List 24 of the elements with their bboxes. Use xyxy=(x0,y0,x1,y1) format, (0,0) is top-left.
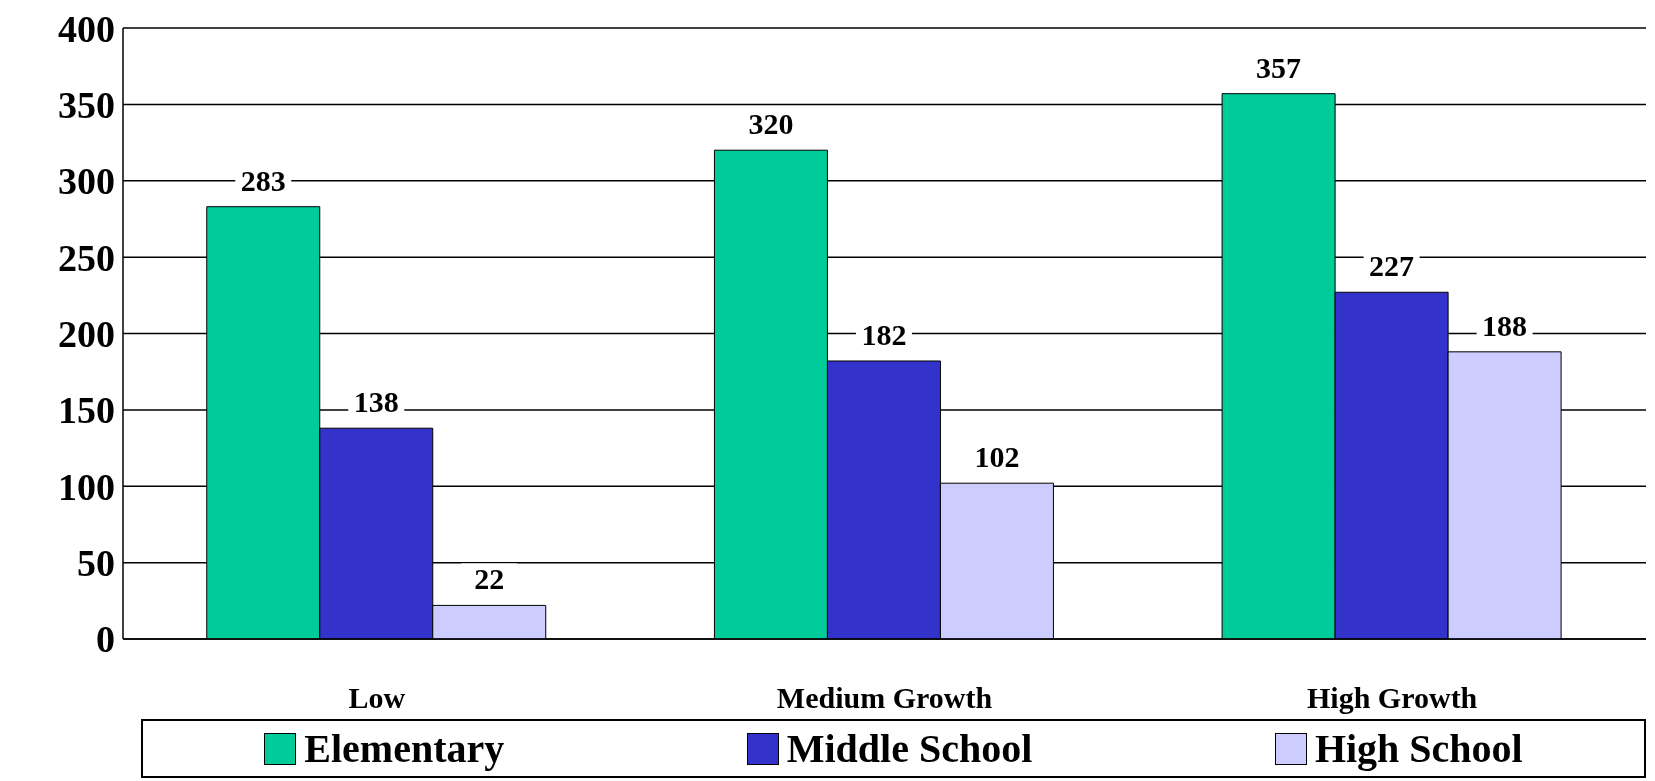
x-tick-label: Low xyxy=(348,681,406,715)
y-tick-label: 350 xyxy=(58,83,115,126)
y-tick-label: 200 xyxy=(58,312,115,355)
data-label: 188 xyxy=(1482,308,1528,342)
legend-label: Middle School xyxy=(786,725,1033,772)
y-tick-label: 50 xyxy=(77,542,115,585)
y-tick-label: 0 xyxy=(96,618,115,661)
data-label: 22 xyxy=(474,562,505,596)
data-label: 283 xyxy=(240,163,286,197)
y-tick-label: 150 xyxy=(58,389,115,432)
data-label: 227 xyxy=(1369,249,1415,283)
x-tick-label: High Growth xyxy=(1307,681,1478,715)
legend-label: High School xyxy=(1314,725,1523,772)
data-label: 102 xyxy=(974,440,1020,474)
y-tick-label: 300 xyxy=(58,160,115,203)
data-label: 182 xyxy=(861,317,907,351)
y-tick-label: 100 xyxy=(58,465,115,508)
y-tick-label: 250 xyxy=(58,236,115,279)
legend-label: Elementary xyxy=(304,725,505,772)
data-label: 138 xyxy=(353,385,399,419)
data-label: 357 xyxy=(1256,50,1302,84)
data-label: 320 xyxy=(748,107,794,141)
x-tick-label: Medium Growth xyxy=(776,681,993,715)
y-tick-label: 400 xyxy=(58,7,115,50)
